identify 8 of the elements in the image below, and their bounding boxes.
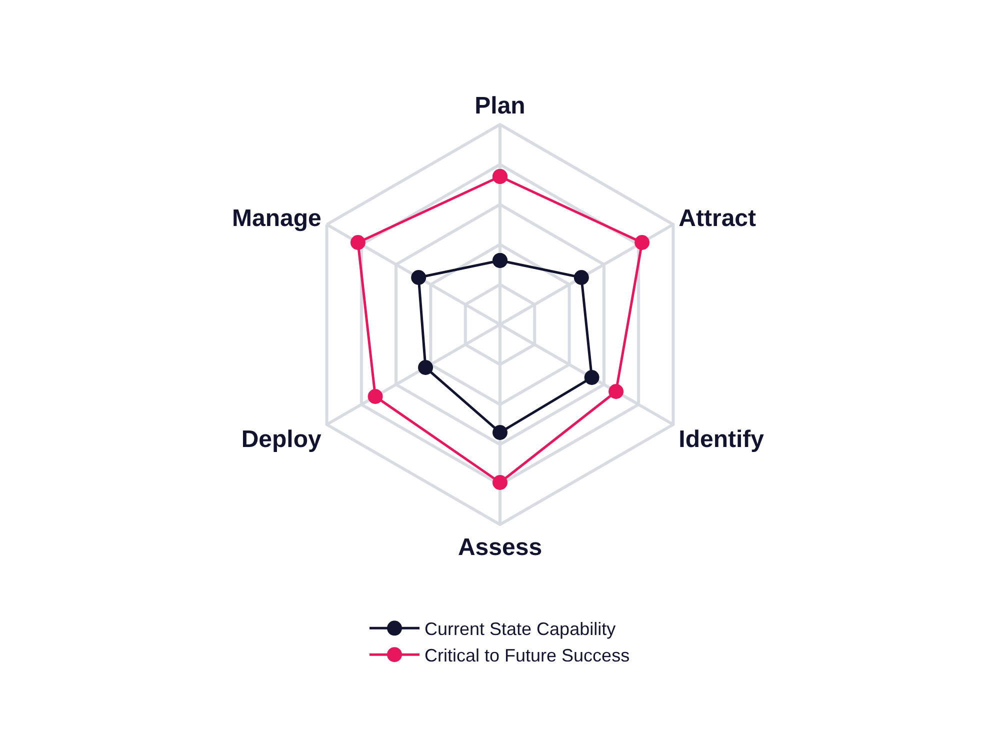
spoke-label: Deploy	[241, 426, 322, 453]
spoke-label: Identify	[678, 426, 765, 453]
spoke-label: Manage	[232, 205, 322, 232]
spoke-label: Assess	[458, 534, 542, 561]
legend-label: Critical to Future Success	[424, 646, 630, 666]
legend-label: Current State Capability	[424, 619, 616, 640]
spoke-label: Plan	[474, 92, 526, 120]
spoke-label: Attract	[678, 205, 756, 232]
